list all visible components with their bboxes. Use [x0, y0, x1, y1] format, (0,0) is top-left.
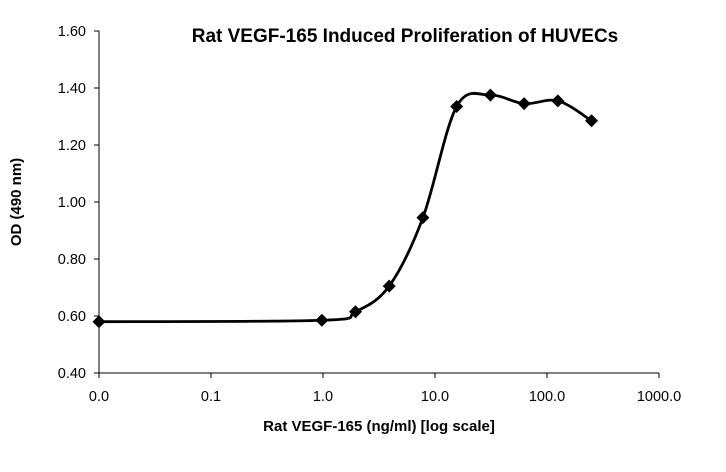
x-tick-label: 1000.0 [637, 389, 681, 405]
y-tick-label: 0.80 [58, 252, 86, 268]
chart-title: Rat VEGF-165 Induced Proliferation of HU… [192, 26, 619, 47]
data-point-marker [315, 313, 329, 327]
x-tick-label: 100.0 [529, 389, 565, 405]
series-line [97, 91, 593, 324]
y-tick-label: 1.20 [58, 138, 86, 154]
data-point-marker [551, 94, 565, 108]
data-point-marker [517, 97, 531, 111]
y-tick-label: 1.00 [58, 195, 86, 211]
x-tick-label: 0.1 [201, 389, 221, 405]
y-axis-title: OD (490 nm) [8, 158, 25, 246]
data-point-marker [450, 100, 464, 114]
data-point-marker [382, 279, 396, 293]
data-point-marker [416, 211, 430, 225]
axes: 0.40 0.60 0.80 1.00 1.20 1.40 1.60 0.0 0.1 1.0 10.… [58, 24, 681, 405]
y-tick-label: 0.40 [58, 366, 86, 382]
data-point-marker [483, 88, 497, 102]
y-tick-label: 1.40 [58, 81, 86, 97]
y-tick-label: 1.60 [58, 24, 86, 40]
x-axis-title: Rat VEGF-165 (ng/ml) [log scale] [263, 418, 495, 435]
data-point-marker [92, 315, 106, 329]
x-tick-label: 10.0 [421, 389, 449, 405]
y-tick-label: 0.60 [58, 309, 86, 325]
x-tick-label: 0.0 [89, 389, 109, 405]
x-tick-label: 1.0 [313, 389, 333, 405]
data-point-marker [585, 114, 599, 128]
data-point-marker [348, 305, 362, 319]
series-layer [92, 88, 599, 329]
